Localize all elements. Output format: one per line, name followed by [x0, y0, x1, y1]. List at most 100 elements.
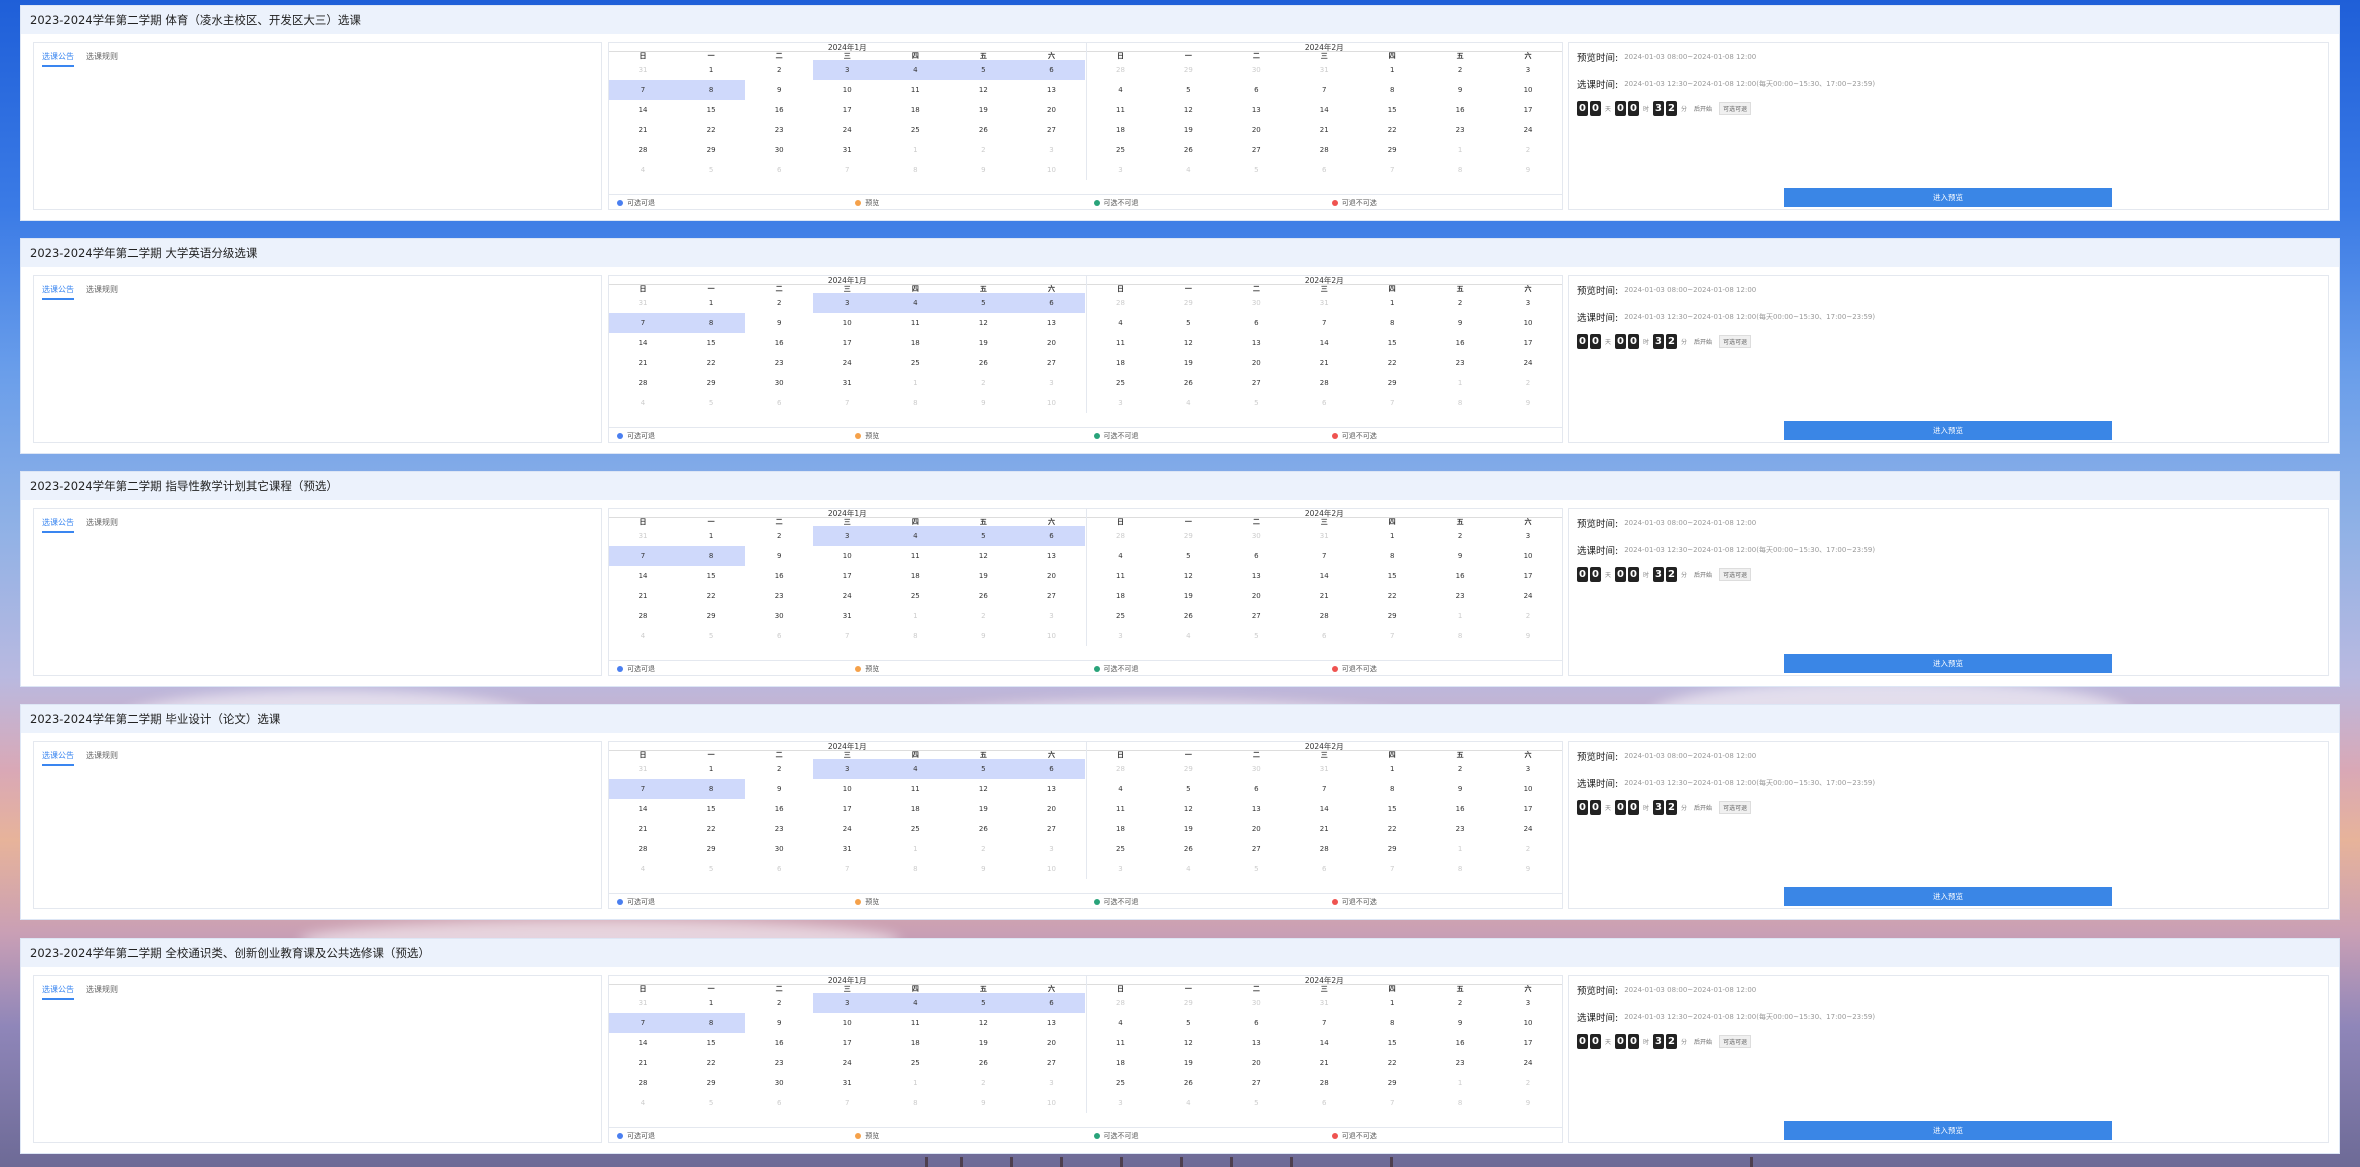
calendar-day[interactable]: 7: [1322, 552, 1327, 560]
calendar-day[interactable]: 10: [1046, 1099, 1056, 1107]
calendar-day[interactable]: 20: [1251, 592, 1261, 600]
calendar-day[interactable]: 18: [910, 805, 920, 813]
calendar-day[interactable]: 28: [1319, 612, 1329, 620]
calendar-day[interactable]: 14: [638, 1039, 648, 1047]
calendar-day[interactable]: 29: [706, 612, 716, 620]
enter-preview-button[interactable]: 进入预览: [1784, 887, 2112, 906]
enter-preview-button[interactable]: 进入预览: [1784, 1121, 2112, 1140]
calendar-day[interactable]: 9: [981, 166, 986, 174]
calendar-day[interactable]: 3: [1525, 66, 1531, 74]
calendar-day[interactable]: 9: [776, 319, 782, 327]
calendar-day[interactable]: 28: [638, 379, 648, 387]
calendar-day[interactable]: 28: [1116, 999, 1125, 1007]
calendar-day[interactable]: 24: [1523, 825, 1533, 833]
calendar-day[interactable]: 29: [1183, 299, 1193, 307]
calendar-day[interactable]: 1: [1457, 1079, 1463, 1087]
calendar-day[interactable]: 24: [842, 359, 852, 367]
calendar-day[interactable]: 2: [981, 845, 986, 853]
calendar-day[interactable]: 26: [1183, 1079, 1193, 1087]
calendar-day[interactable]: 12: [978, 785, 988, 793]
calendar-day[interactable]: 4: [1118, 552, 1123, 560]
calendar-day[interactable]: 2: [776, 299, 782, 307]
calendar-day[interactable]: 6: [1322, 632, 1327, 640]
calendar-day[interactable]: 4: [1186, 865, 1191, 873]
calendar-day[interactable]: 6: [1254, 319, 1259, 327]
calendar-day[interactable]: 19: [978, 1039, 988, 1047]
calendar-day[interactable]: 3: [1525, 532, 1531, 540]
calendar-day[interactable]: 4: [640, 1099, 646, 1107]
calendar-day[interactable]: 10: [842, 1019, 852, 1027]
calendar-day[interactable]: 7: [845, 1099, 850, 1107]
calendar-day[interactable]: 1: [708, 299, 714, 307]
calendar-day[interactable]: 28: [1319, 379, 1329, 387]
calendar-day[interactable]: 9: [776, 552, 782, 560]
calendar-day[interactable]: 1: [913, 379, 918, 387]
calendar-day[interactable]: 13: [1251, 106, 1261, 114]
calendar-day[interactable]: 20: [1046, 106, 1056, 114]
calendar-day[interactable]: 30: [1251, 299, 1261, 307]
calendar-day[interactable]: 29: [1183, 999, 1193, 1007]
calendar-day[interactable]: 5: [1254, 166, 1259, 174]
calendar-day[interactable]: 31: [1319, 765, 1329, 773]
calendar-day[interactable]: 3: [1049, 612, 1054, 620]
calendar-day[interactable]: 8: [913, 166, 918, 174]
calendar-day[interactable]: 6: [1254, 552, 1259, 560]
calendar-day[interactable]: 26: [978, 592, 988, 600]
calendar-day[interactable]: 16: [1455, 1039, 1465, 1047]
calendar-day[interactable]: 20: [1251, 126, 1261, 134]
calendar-day[interactable]: 29: [1183, 765, 1193, 773]
calendar-day[interactable]: 25: [910, 126, 920, 134]
calendar-day[interactable]: 8: [913, 632, 918, 640]
calendar-day[interactable]: 3: [813, 526, 882, 546]
calendar-day[interactable]: 29: [706, 379, 716, 387]
calendar-day[interactable]: 12: [1183, 339, 1193, 347]
calendar-day[interactable]: 1: [1457, 612, 1463, 620]
calendar-day[interactable]: 24: [842, 592, 852, 600]
calendar-day[interactable]: 16: [774, 572, 784, 580]
calendar-day[interactable]: 29: [1183, 532, 1193, 540]
calendar-day[interactable]: 8: [1389, 1019, 1395, 1027]
calendar-day[interactable]: 23: [774, 359, 784, 367]
tab-notice[interactable]: 选课公告: [42, 517, 74, 533]
calendar-day[interactable]: 5: [1254, 632, 1259, 640]
calendar-day[interactable]: 27: [1251, 1079, 1261, 1087]
calendar-day[interactable]: 17: [1523, 572, 1533, 580]
calendar-day[interactable]: 30: [1251, 999, 1261, 1007]
calendar-day[interactable]: 5: [949, 993, 1018, 1013]
calendar-day[interactable]: 11: [910, 1019, 920, 1027]
calendar-day[interactable]: 9: [1457, 785, 1463, 793]
calendar-day[interactable]: 31: [1319, 999, 1329, 1007]
calendar-day[interactable]: 11: [1116, 805, 1125, 813]
calendar-day[interactable]: 5: [949, 526, 1018, 546]
calendar-day[interactable]: 6: [1322, 1099, 1327, 1107]
calendar-day[interactable]: 30: [774, 146, 784, 154]
calendar-day[interactable]: 4: [1118, 785, 1123, 793]
calendar-day[interactable]: 5: [708, 865, 714, 873]
calendar-day[interactable]: 23: [1455, 825, 1465, 833]
calendar-day[interactable]: 2: [981, 146, 986, 154]
calendar-day[interactable]: 31: [638, 765, 648, 773]
calendar-day[interactable]: 11: [910, 86, 920, 94]
calendar-day[interactable]: 30: [1251, 66, 1261, 74]
calendar-day[interactable]: 6: [1322, 399, 1327, 407]
calendar-day[interactable]: 2: [776, 532, 782, 540]
calendar-day[interactable]: 5: [1186, 86, 1191, 94]
calendar-day[interactable]: 31: [1319, 532, 1329, 540]
tab-notice[interactable]: 选课公告: [42, 984, 74, 1000]
calendar-day[interactable]: 8: [1457, 166, 1463, 174]
calendar-day[interactable]: 29: [1387, 146, 1397, 154]
tab-rules[interactable]: 选课规则: [86, 751, 118, 760]
calendar-day[interactable]: 9: [1457, 1019, 1463, 1027]
calendar-day[interactable]: 1: [1389, 66, 1395, 74]
calendar-day[interactable]: 16: [1455, 805, 1465, 813]
calendar-day[interactable]: 2: [1525, 845, 1531, 853]
tab-notice[interactable]: 选课公告: [42, 750, 74, 766]
calendar-day[interactable]: 9: [776, 86, 782, 94]
calendar-day[interactable]: 2: [1525, 379, 1531, 387]
calendar-day[interactable]: 7: [609, 80, 678, 100]
calendar-day[interactable]: 22: [1387, 1059, 1397, 1067]
calendar-day[interactable]: 21: [638, 359, 648, 367]
calendar-day[interactable]: 18: [910, 106, 920, 114]
calendar-day[interactable]: 5: [708, 166, 714, 174]
tab-notice[interactable]: 选课公告: [42, 51, 74, 67]
